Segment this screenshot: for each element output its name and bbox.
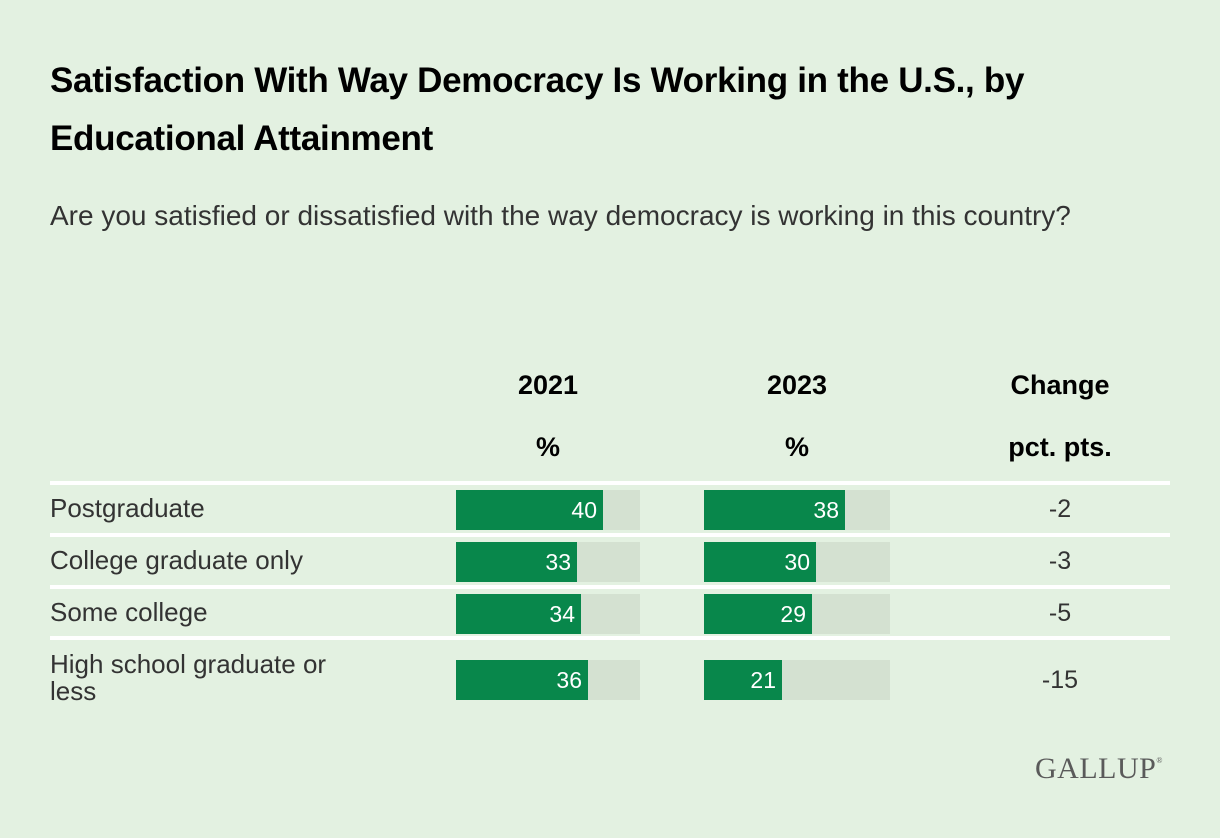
bar-2021 (456, 660, 588, 700)
row-separator (50, 636, 1170, 640)
change-value: -15 (1041, 666, 1079, 694)
column-header-2021: 2021 (517, 370, 579, 400)
bar-track-2023: 29 (704, 594, 890, 634)
gallup-logo: GALLUP® (1035, 752, 1163, 786)
change-value: -2 (1048, 495, 1072, 523)
bar-track-2021: 40 (456, 490, 640, 530)
bar-track-2021: 33 (456, 542, 640, 582)
row-separator (50, 585, 1170, 589)
change-value: -3 (1048, 547, 1072, 575)
column-subheader-2021: % (535, 432, 560, 462)
bar-track-2023: 38 (704, 490, 890, 530)
bar-2023 (704, 594, 812, 634)
bar-value-label: 36 (556, 667, 582, 693)
bar-track-2023: 21 (704, 660, 890, 700)
bar-2023 (704, 490, 845, 530)
column-header-2023: 2023 (766, 370, 828, 400)
bar-track-2023: 30 (704, 542, 890, 582)
row-label: College graduate only (50, 545, 303, 575)
bar-value-label: 40 (571, 497, 597, 523)
column-subheader-change: pct. pts. (1008, 432, 1112, 462)
row-label: Postgraduate (50, 493, 205, 523)
column-subheader-2023: % (784, 432, 809, 462)
row-label: High school graduate or less (50, 649, 327, 706)
bar-value-label: 33 (545, 549, 571, 575)
row-separator (50, 533, 1170, 537)
registered-mark: ® (1156, 756, 1163, 765)
column-header-change: Change (1010, 370, 1110, 400)
bar-2021 (456, 594, 581, 634)
bar-track-2021: 34 (456, 594, 640, 634)
change-value: -5 (1048, 599, 1072, 627)
bar-2021 (456, 542, 577, 582)
bar-value-label: 29 (780, 601, 806, 627)
bar-track-2021: 36 (456, 660, 640, 700)
chart-title: Satisfaction With Way Democracy Is Worki… (50, 61, 1025, 158)
bar-value-label: 21 (750, 667, 776, 693)
row-separator (50, 481, 1170, 485)
bar-2023 (704, 660, 782, 700)
bar-2021 (456, 490, 603, 530)
chart-subtitle: Are you satisfied or dissatisfied with t… (50, 200, 1071, 231)
logo-text: GALLUP (1035, 752, 1157, 785)
bar-2023 (704, 542, 816, 582)
bar-value-label: 30 (784, 549, 810, 575)
row-label: Some college (50, 597, 208, 627)
bar-value-label: 38 (813, 497, 839, 523)
bar-value-label: 34 (549, 601, 575, 627)
